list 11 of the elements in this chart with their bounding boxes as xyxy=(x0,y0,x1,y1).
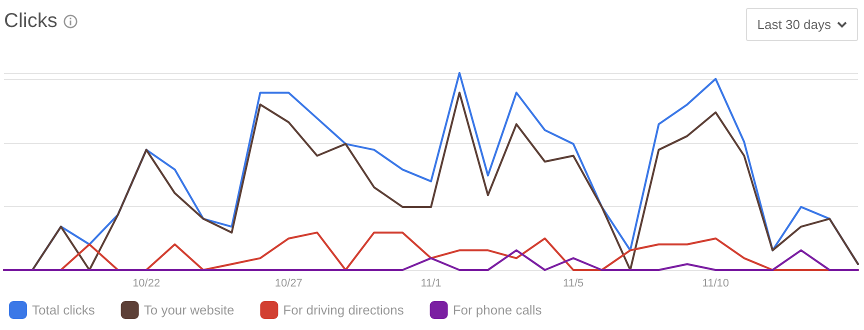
legend-label: For driving directions xyxy=(283,302,404,318)
legend-label: Total clicks xyxy=(32,302,96,318)
x-tick-label: 11/5 xyxy=(563,278,584,290)
x-tick-label: 10/22 xyxy=(132,278,160,290)
x-tick-label: 10/27 xyxy=(274,278,302,290)
chart-title: Clicks xyxy=(4,10,58,33)
x-tick-label: 11/10 xyxy=(702,278,730,290)
legend-label: For phone calls xyxy=(452,302,542,318)
x-tick-label: 11/1 xyxy=(420,278,442,290)
text: Last 30 days xyxy=(757,17,831,32)
legend-label: To your website xyxy=(144,302,234,318)
